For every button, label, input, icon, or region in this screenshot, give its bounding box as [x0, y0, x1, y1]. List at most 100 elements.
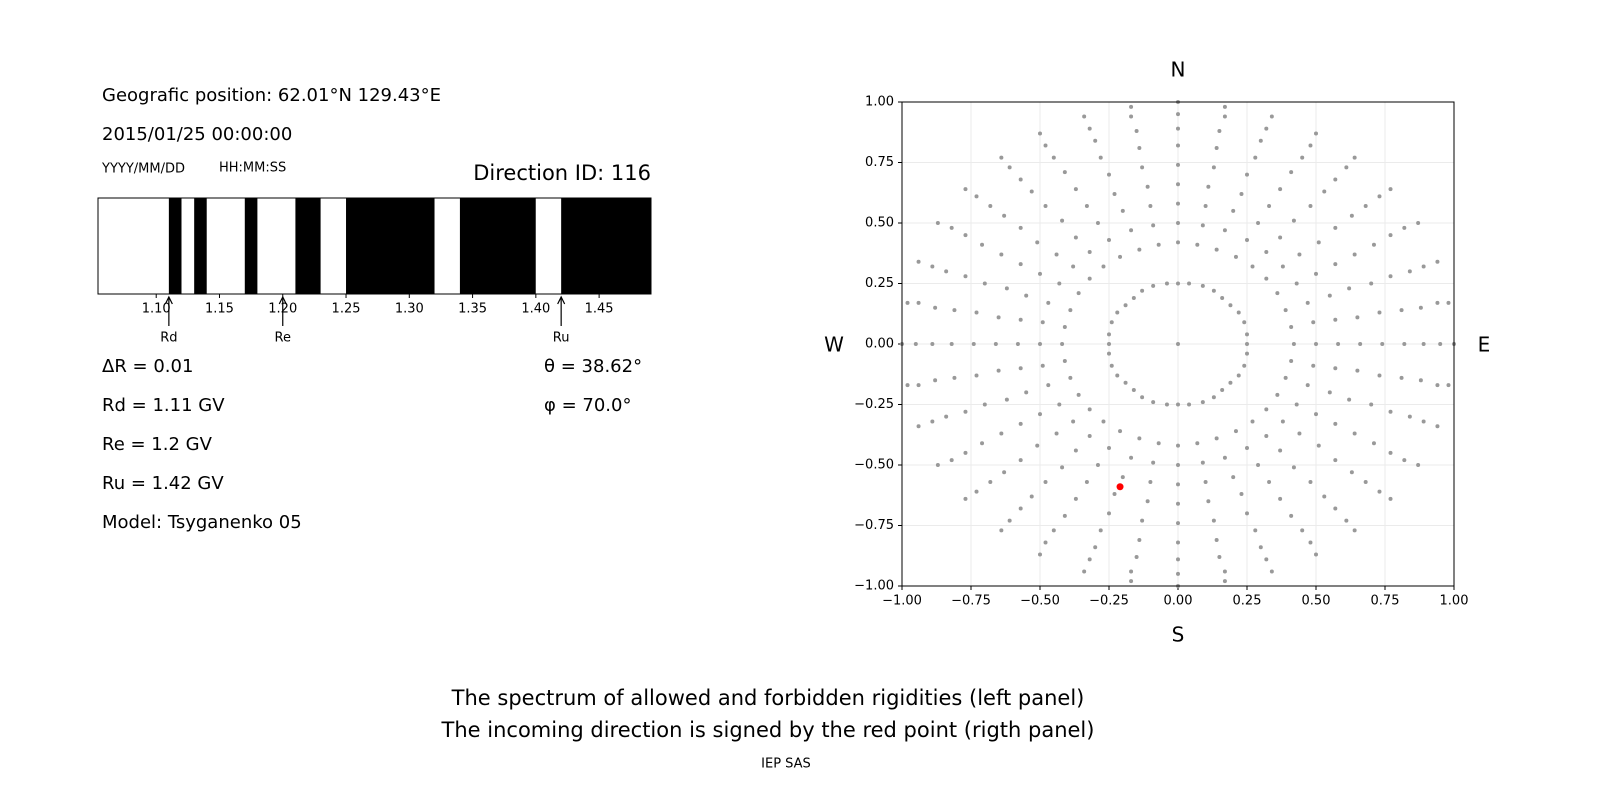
- direction-point: [1176, 221, 1180, 225]
- direction-point: [1129, 114, 1134, 119]
- direction-point: [1145, 499, 1150, 504]
- direction-point: [1101, 419, 1106, 424]
- direction-point: [952, 375, 957, 380]
- direction-point: [1140, 288, 1145, 293]
- direction-point: [1349, 470, 1354, 475]
- direction-point: [1176, 443, 1180, 448]
- direction-point: [1043, 540, 1048, 545]
- direction-point: [1038, 552, 1042, 557]
- direction-point: [999, 528, 1004, 533]
- direction-point: [1203, 204, 1208, 209]
- direction-point: [1222, 228, 1227, 233]
- direction-point: [1018, 458, 1023, 463]
- direction-point: [1314, 552, 1318, 557]
- direction-point: [1187, 281, 1192, 286]
- direction-point: [1314, 131, 1318, 136]
- direction-point: [1129, 104, 1134, 109]
- direction-point: [1283, 375, 1288, 380]
- direction-point: [1151, 460, 1156, 465]
- caption: The incoming direction is signed by the …: [441, 718, 1095, 742]
- direction-point: [1435, 383, 1440, 388]
- spectrum-band: [98, 198, 169, 294]
- direction-point: [1129, 579, 1134, 584]
- direction-point: [1228, 303, 1233, 308]
- compass-label: E: [1478, 333, 1491, 357]
- direction-point: [1151, 223, 1156, 228]
- direction-point: [1176, 402, 1180, 407]
- direction-point: [1297, 252, 1302, 257]
- direction-point: [1214, 436, 1219, 441]
- direction-point: [1029, 189, 1034, 194]
- direction-point: [1176, 557, 1180, 562]
- direction-point: [1107, 332, 1111, 337]
- direction-point: [1333, 225, 1338, 230]
- direction-point: [1264, 276, 1269, 281]
- direction-point: [1267, 479, 1272, 484]
- direction-point: [949, 458, 954, 463]
- direction-point: [1164, 402, 1169, 407]
- direction-point: [1369, 281, 1374, 286]
- compass-label: N: [1171, 58, 1186, 82]
- arrow-head: [557, 295, 566, 305]
- direction-point: [1087, 433, 1092, 438]
- direction-point: [1289, 358, 1294, 363]
- direction-point: [952, 308, 957, 313]
- direction-point: [1043, 143, 1048, 148]
- direction-point: [1291, 342, 1296, 346]
- direction-point: [1073, 235, 1078, 240]
- direction-point: [1245, 511, 1249, 516]
- direction-point: [1402, 458, 1407, 463]
- direction-point: [1418, 378, 1423, 383]
- direction-point: [1062, 358, 1067, 363]
- direction-point: [1344, 518, 1349, 523]
- direction-point: [1140, 518, 1145, 523]
- spectrum-band: [535, 198, 562, 294]
- x-tick-label: −1.00: [882, 594, 922, 609]
- direction-point: [1264, 557, 1269, 562]
- direction-point: [1115, 310, 1120, 315]
- direction-point: [1435, 424, 1440, 429]
- direction-point: [1217, 129, 1222, 134]
- direction-point: [1289, 325, 1294, 330]
- y-tick-label: −0.25: [854, 397, 894, 412]
- direction-point: [933, 305, 938, 310]
- direction-point: [1087, 250, 1092, 255]
- direction-point: [1051, 528, 1056, 533]
- direction-point: [1137, 145, 1142, 150]
- direction-point: [1200, 283, 1205, 288]
- re: Re = 1.2 GV: [102, 434, 213, 455]
- direction-point: [1176, 240, 1180, 245]
- direction-point: [1120, 208, 1125, 213]
- direction-point: [1148, 479, 1153, 484]
- direction-point: [1421, 264, 1426, 269]
- direction-point: [1151, 283, 1156, 288]
- direction-point: [1352, 431, 1357, 436]
- x-tick-label: 0.50: [1302, 594, 1331, 609]
- direction-point: [1112, 191, 1117, 196]
- direction-point: [1222, 114, 1227, 119]
- direction-point: [1256, 221, 1261, 225]
- direction-point: [1280, 264, 1285, 269]
- direction-point: [1004, 397, 1009, 402]
- direction-point: [1233, 429, 1238, 434]
- direction-point: [1156, 441, 1161, 446]
- direction-point: [1176, 540, 1180, 545]
- direction-point: [1280, 419, 1285, 424]
- direction-point: [1294, 281, 1299, 286]
- direction-point: [949, 342, 954, 346]
- direction-point: [1347, 397, 1352, 402]
- direction-point: [1250, 419, 1255, 424]
- direction-point: [1076, 291, 1081, 296]
- direction-point: [1018, 421, 1023, 426]
- time-format: HH:MM:SS: [219, 161, 286, 176]
- direction-point: [1336, 342, 1341, 346]
- direction-point: [935, 463, 940, 467]
- spectrum-band: [181, 198, 195, 294]
- direction-point: [1421, 342, 1426, 346]
- direction-point: [1211, 288, 1216, 293]
- phi: φ = 70.0°: [544, 395, 631, 416]
- direction-point: [1297, 431, 1302, 436]
- direction-point: [1134, 554, 1139, 559]
- ru: Ru = 1.42 GV: [102, 473, 224, 494]
